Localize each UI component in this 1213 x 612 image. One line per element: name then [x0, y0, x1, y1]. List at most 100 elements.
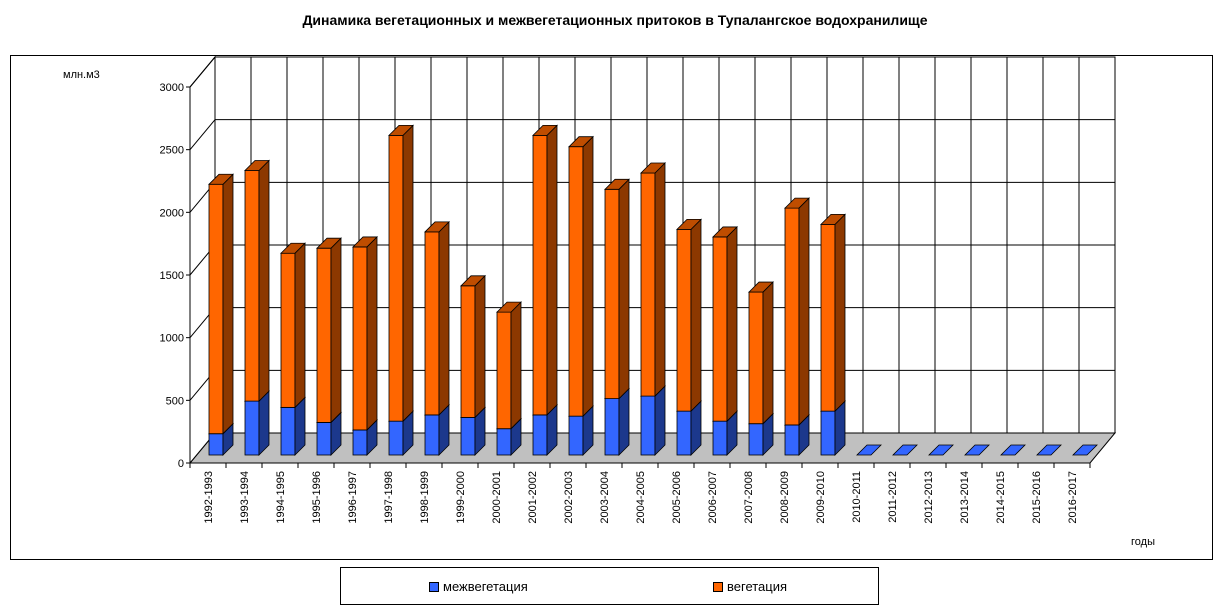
bar-vegetatsiya-side [654, 162, 666, 398]
y-tick-label: 2000 [160, 207, 184, 219]
bar-vegetatsiya-top [532, 125, 558, 136]
bar-vegetatsiya-front [316, 247, 332, 423]
bar-mezhvegetatsiya-front [604, 398, 620, 456]
x-tick-label: 2002-2003 [563, 471, 575, 524]
bar-mezhvegetatsiya-front [712, 420, 728, 456]
bar-vegetatsiya-top [316, 237, 342, 249]
bar-vegetatsiya-side [690, 218, 702, 413]
bar-vegetatsiya-top [388, 125, 414, 136]
bar-vegetatsiya-front [244, 170, 260, 402]
bar-vegetatsiya-front [676, 228, 692, 412]
bar-vegetatsiya-side [618, 178, 630, 400]
tick-layer: 0 500 1000 1500 2000 2500 3000 1992-1993 1993-19… [160, 82, 1091, 524]
bar-empty-marker [964, 444, 990, 456]
bar-vegetatsiya-front [496, 311, 512, 430]
bar-vegetatsiya-top [244, 160, 270, 171]
y-tick-label: 0 [178, 458, 184, 470]
bar-mezhvegetatsiya-side [258, 390, 270, 456]
legend-swatch-vegetatsiya [713, 581, 723, 592]
bar-mezhvegetatsiya-front [784, 424, 800, 456]
x-tick-label: 2003-2004 [599, 471, 611, 524]
bar-vegetatsiya-side [366, 235, 378, 431]
bar-mezhvegetatsiya-front [316, 422, 332, 456]
bar-vegetatsiya-top [208, 173, 234, 185]
y-tick-label: 1500 [160, 270, 184, 282]
bar-empty-marker [892, 444, 918, 456]
bar-vegetatsiya-top [460, 275, 486, 287]
bar-vegetatsiya-top [496, 301, 522, 313]
gridline-side [189, 119, 216, 150]
bar-vegetatsiya-side [330, 237, 342, 424]
bar-vegetatsiya-front [820, 223, 836, 412]
bar-vegetatsiya-top [676, 218, 702, 230]
bar-vegetatsiya-side [294, 242, 306, 409]
bar-vegetatsiya-side [258, 159, 270, 403]
x-tick-label: 1992-1993 [203, 471, 215, 524]
bar-mezhvegetatsiya-side [618, 387, 630, 456]
bar-empty-marker [1072, 444, 1098, 456]
bar-vegetatsiya-front [208, 183, 224, 435]
bar-mezhvegetatsiya-front [388, 420, 404, 456]
x-tick-label: 2016-2017 [1067, 471, 1079, 524]
x-tick-label: 1999-2000 [455, 471, 467, 524]
bar-vegetatsiya-front [712, 236, 728, 422]
bar-vegetatsiya-top [640, 162, 666, 174]
bar-vegetatsiya-side [798, 197, 810, 426]
bar-vegetatsiya-front [532, 134, 548, 416]
bar-mezhvegetatsiya-front [820, 410, 836, 456]
legend-item-mezhvegetatsiya: межвегетация [429, 579, 528, 594]
bar-mezhvegetatsiya-front [352, 429, 368, 456]
bar-mezhvegetatsiya-front [208, 433, 224, 456]
bar-vegetatsiya-front [352, 246, 368, 431]
bar-vegetatsiya-side [582, 135, 594, 418]
bar-vegetatsiya-front [748, 291, 764, 425]
legend-label-mezhvegetatsiya: межвегетация [443, 579, 528, 594]
x-tick-label: 2013-2014 [959, 471, 971, 524]
bar-mezhvegetatsiya-front [568, 415, 584, 456]
bar-empty-marker [928, 444, 954, 456]
legend-swatch-mezhvegetatsiya [429, 581, 439, 592]
bar-empty-marker [1036, 444, 1062, 456]
x-tick-label: 2006-2007 [707, 471, 719, 524]
bar-mezhvegetatsiya-front [532, 414, 548, 456]
bar-vegetatsiya-front [640, 172, 656, 397]
bar-mezhvegetatsiya-side [654, 385, 666, 456]
bar-vegetatsiya-top [748, 281, 774, 293]
x-tick-label: 2007-2008 [743, 471, 755, 524]
bar-vegetatsiya-top [784, 197, 810, 209]
y-tick-label: 1000 [160, 333, 184, 345]
bar-mezhvegetatsiya-front [496, 428, 512, 456]
x-tick-label: 1997-1998 [383, 471, 395, 524]
bar-vegetatsiya-side [222, 173, 234, 435]
legend: межвегетация вегетация [340, 567, 879, 605]
x-tick-label: 2001-2002 [527, 471, 539, 524]
bar-vegetatsiya-top [820, 213, 846, 225]
bar-mezhvegetatsiya-front [640, 395, 656, 456]
bar-mezhvegetatsiya-front [748, 423, 764, 456]
y-tick-label: 3000 [160, 82, 184, 94]
bar-mezhvegetatsiya-front [280, 406, 296, 456]
x-tick-label: 2010-2011 [851, 471, 863, 523]
bar-vegetatsiya-side [474, 274, 486, 419]
x-tick-label: 1993-1994 [239, 471, 251, 524]
bar-mezhvegetatsiya-front [424, 414, 440, 456]
bar-mezhvegetatsiya-front [244, 400, 260, 456]
bar-vegetatsiya-side [762, 281, 774, 425]
bar-vegetatsiya-front [568, 146, 584, 417]
x-tick-label: 2012-2013 [923, 471, 935, 524]
x-tick-label: 1995-1996 [311, 471, 323, 524]
bar-empty-marker [856, 444, 882, 456]
x-tick-label: 2015-2016 [1031, 471, 1043, 524]
bar-vegetatsiya-side [402, 124, 414, 423]
x-tick-label: 2011-2012 [887, 471, 899, 523]
bar-vegetatsiya-side [438, 220, 450, 416]
bar-vegetatsiya-front [460, 285, 476, 418]
bar-vegetatsiya-side [834, 213, 846, 413]
legend-label-vegetatsiya: вегетация [727, 579, 788, 594]
x-tick-label: 2009-2010 [815, 471, 827, 524]
bar-vegetatsiya-front [388, 134, 404, 422]
legend-item-vegetatsiya: вегетация [713, 579, 787, 594]
x-tick-label: 1996-1997 [347, 471, 359, 524]
bar-mezhvegetatsiya-front [676, 410, 692, 456]
